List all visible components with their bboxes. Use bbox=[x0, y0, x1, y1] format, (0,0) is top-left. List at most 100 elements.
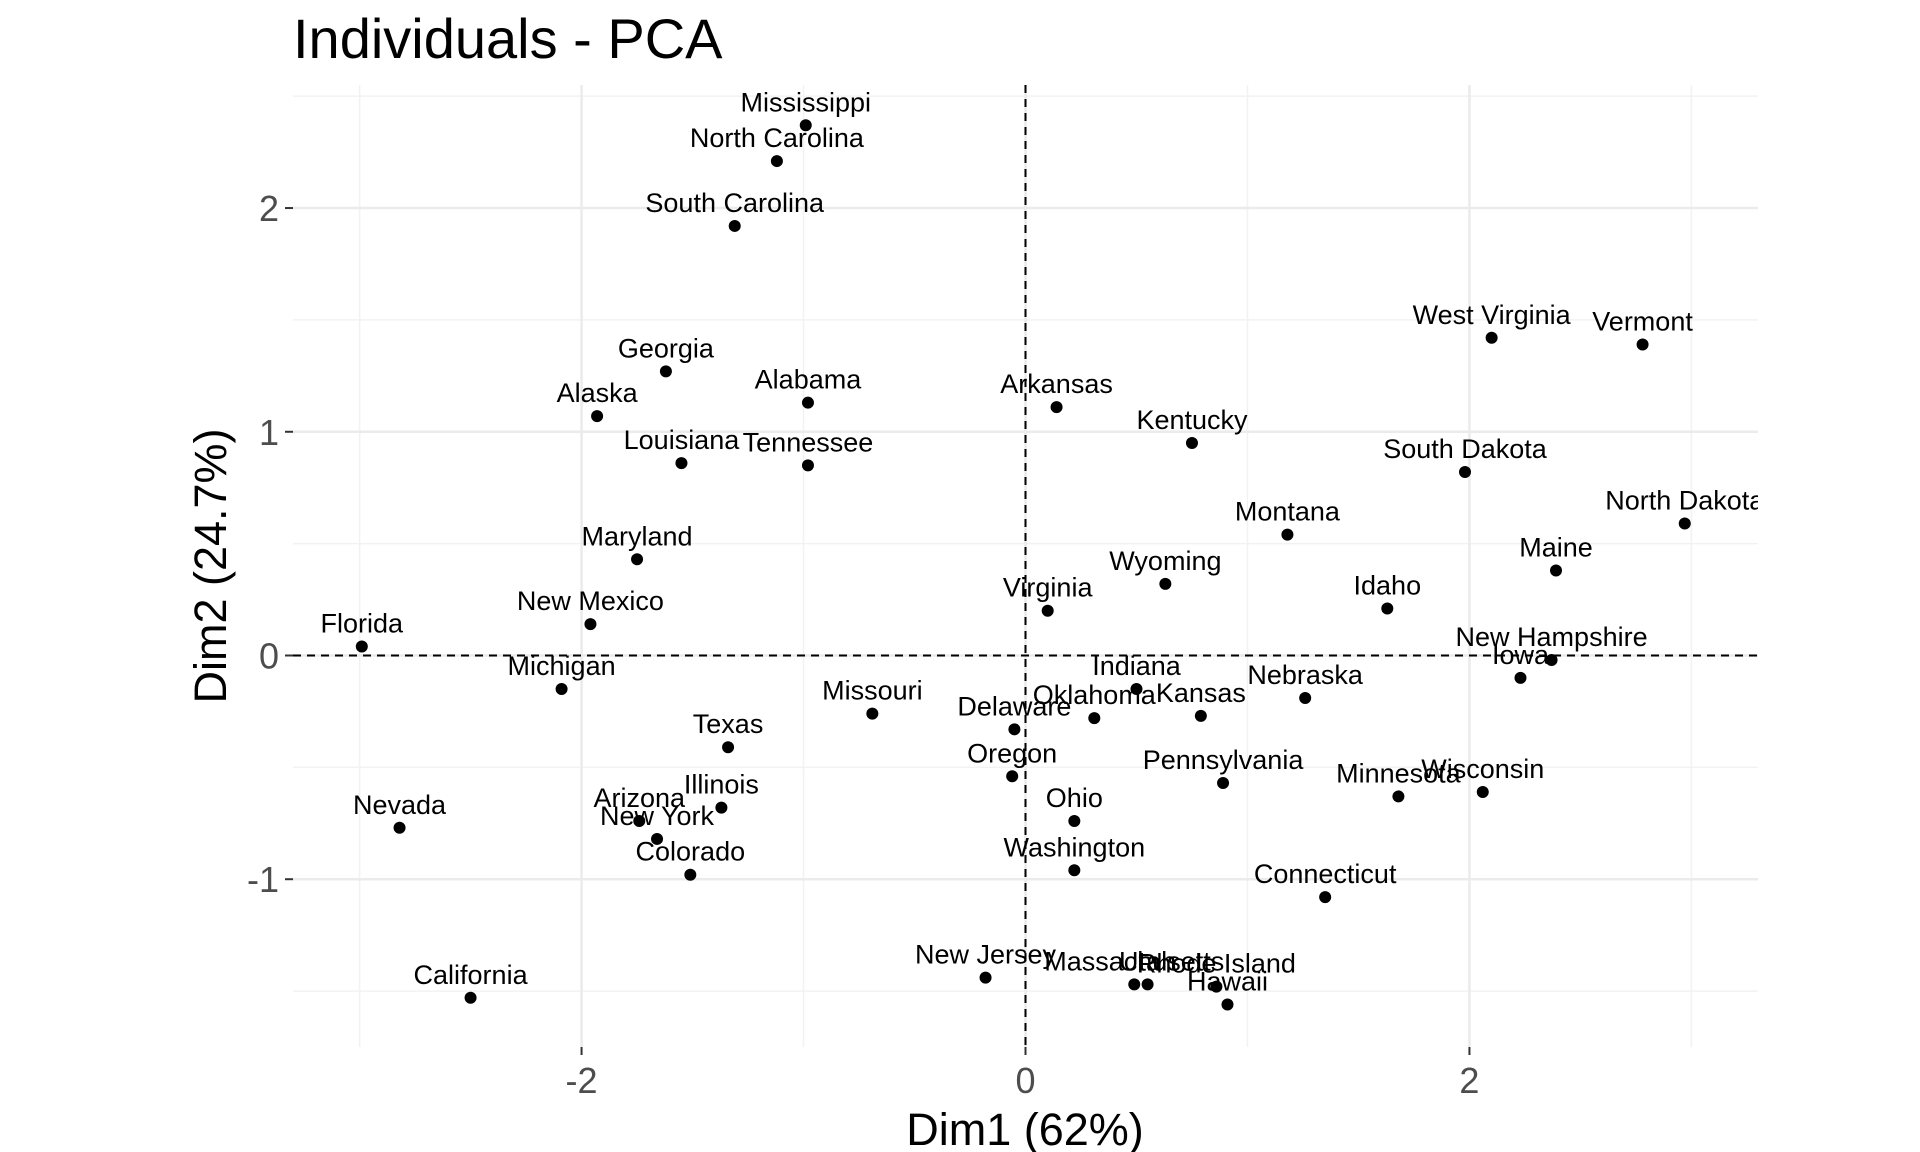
point-label: California bbox=[414, 960, 529, 990]
point-label: Iowa bbox=[1492, 640, 1550, 670]
data-point bbox=[1678, 517, 1691, 530]
data-point bbox=[1545, 653, 1558, 666]
point-label: Mississippi bbox=[740, 87, 871, 117]
y-tick-label: -1 bbox=[247, 859, 279, 900]
x-tick-label: -2 bbox=[566, 1060, 598, 1101]
point-label: Ohio bbox=[1046, 783, 1103, 813]
point-label: Delaware bbox=[957, 691, 1071, 721]
data-point bbox=[584, 618, 597, 631]
x-tick-label: 0 bbox=[1015, 1060, 1035, 1101]
data-point bbox=[1006, 770, 1019, 783]
point-label: South Carolina bbox=[645, 188, 825, 218]
point-label: Louisiana bbox=[624, 425, 741, 455]
data-point bbox=[1141, 978, 1154, 991]
data-point bbox=[651, 832, 664, 845]
data-point bbox=[1281, 528, 1294, 541]
point-label: Washington bbox=[1004, 832, 1146, 862]
point-label: Wyoming bbox=[1109, 546, 1221, 576]
data-point bbox=[1319, 891, 1332, 904]
data-point bbox=[1381, 602, 1394, 615]
point-label: North Carolina bbox=[690, 123, 865, 153]
data-point bbox=[1130, 683, 1143, 696]
data-points bbox=[355, 119, 1691, 1011]
data-point bbox=[728, 219, 741, 232]
data-point bbox=[659, 365, 672, 378]
point-label: Massachusetts bbox=[1044, 946, 1224, 976]
point-label: Minnesota bbox=[1336, 758, 1462, 788]
data-point bbox=[464, 991, 477, 1004]
point-labels: Mississippi North Carolina South Carolina W… bbox=[321, 87, 1765, 996]
point-label: Utah bbox=[1119, 946, 1176, 976]
data-point bbox=[1299, 691, 1312, 704]
data-point bbox=[1514, 671, 1527, 684]
point-label: Florida bbox=[321, 609, 405, 639]
data-point bbox=[801, 396, 814, 409]
point-label: Vermont bbox=[1592, 307, 1693, 337]
data-point bbox=[1459, 466, 1471, 479]
point-label: New York bbox=[600, 801, 715, 831]
data-point bbox=[355, 640, 368, 653]
x-tick-label: 2 bbox=[1459, 1060, 1479, 1101]
point-label: New Hampshire bbox=[1456, 622, 1648, 652]
point-label: Indiana bbox=[1092, 651, 1182, 681]
data-point bbox=[591, 410, 604, 423]
data-point bbox=[1068, 864, 1081, 877]
data-point bbox=[1217, 777, 1230, 790]
data-point bbox=[555, 683, 568, 696]
data-point bbox=[801, 459, 814, 472]
data-point bbox=[1210, 980, 1223, 993]
data-point bbox=[1128, 978, 1141, 991]
point-label: Arizona bbox=[593, 783, 686, 813]
data-point bbox=[1159, 577, 1172, 590]
y-tick-label: 0 bbox=[259, 635, 279, 676]
point-label: Idaho bbox=[1354, 571, 1422, 601]
y-axis-ticks: -1 0 1 2 bbox=[247, 188, 293, 900]
point-label: New Mexico bbox=[517, 586, 664, 616]
data-point bbox=[1194, 709, 1207, 722]
data-point bbox=[715, 801, 728, 814]
x-axis-label: Dim1 (62%) bbox=[906, 1104, 1144, 1152]
data-point bbox=[1041, 604, 1054, 617]
point-label: New Jersey bbox=[915, 940, 1057, 970]
data-point bbox=[979, 971, 992, 984]
point-label: Oregon bbox=[967, 738, 1057, 768]
point-label: Texas bbox=[693, 709, 764, 739]
y-tick-label: 2 bbox=[259, 188, 279, 229]
point-label: Kansas bbox=[1156, 678, 1246, 708]
point-label: Alaska bbox=[557, 378, 639, 408]
point-label: Nebraska bbox=[1247, 660, 1364, 690]
data-point bbox=[1050, 401, 1063, 414]
point-label: Oklahoma bbox=[1033, 680, 1157, 710]
data-point bbox=[631, 553, 644, 566]
data-point bbox=[1392, 790, 1405, 803]
point-label: Maine bbox=[1519, 532, 1593, 562]
point-label: Montana bbox=[1235, 497, 1341, 527]
data-point bbox=[675, 457, 688, 470]
point-label: Tennessee bbox=[743, 427, 874, 457]
data-point bbox=[866, 707, 879, 720]
data-point bbox=[1185, 436, 1198, 449]
point-label: Maryland bbox=[582, 521, 693, 551]
chart-title: Individuals - PCA bbox=[293, 7, 723, 70]
data-point bbox=[684, 868, 697, 881]
point-label: Illinois bbox=[684, 770, 759, 800]
point-label: Virginia bbox=[1003, 573, 1094, 603]
reference-lines bbox=[293, 85, 1758, 1047]
data-point bbox=[1068, 815, 1081, 828]
data-point bbox=[1088, 712, 1101, 725]
point-label: Wisconsin bbox=[1421, 754, 1544, 784]
data-point bbox=[393, 821, 406, 834]
point-label: Georgia bbox=[618, 333, 715, 363]
point-label: Colorado bbox=[636, 837, 746, 867]
data-point bbox=[1636, 338, 1649, 351]
point-label: Michigan bbox=[508, 651, 616, 681]
point-label: North Dakota bbox=[1605, 485, 1765, 515]
point-label: Hawaii bbox=[1187, 966, 1268, 996]
data-point bbox=[799, 119, 812, 132]
point-label: Pennsylvania bbox=[1143, 745, 1305, 775]
point-label: South Dakota bbox=[1383, 434, 1548, 464]
point-label: Kentucky bbox=[1136, 405, 1248, 435]
data-point bbox=[1008, 723, 1021, 736]
point-label: West Virginia bbox=[1413, 300, 1572, 330]
